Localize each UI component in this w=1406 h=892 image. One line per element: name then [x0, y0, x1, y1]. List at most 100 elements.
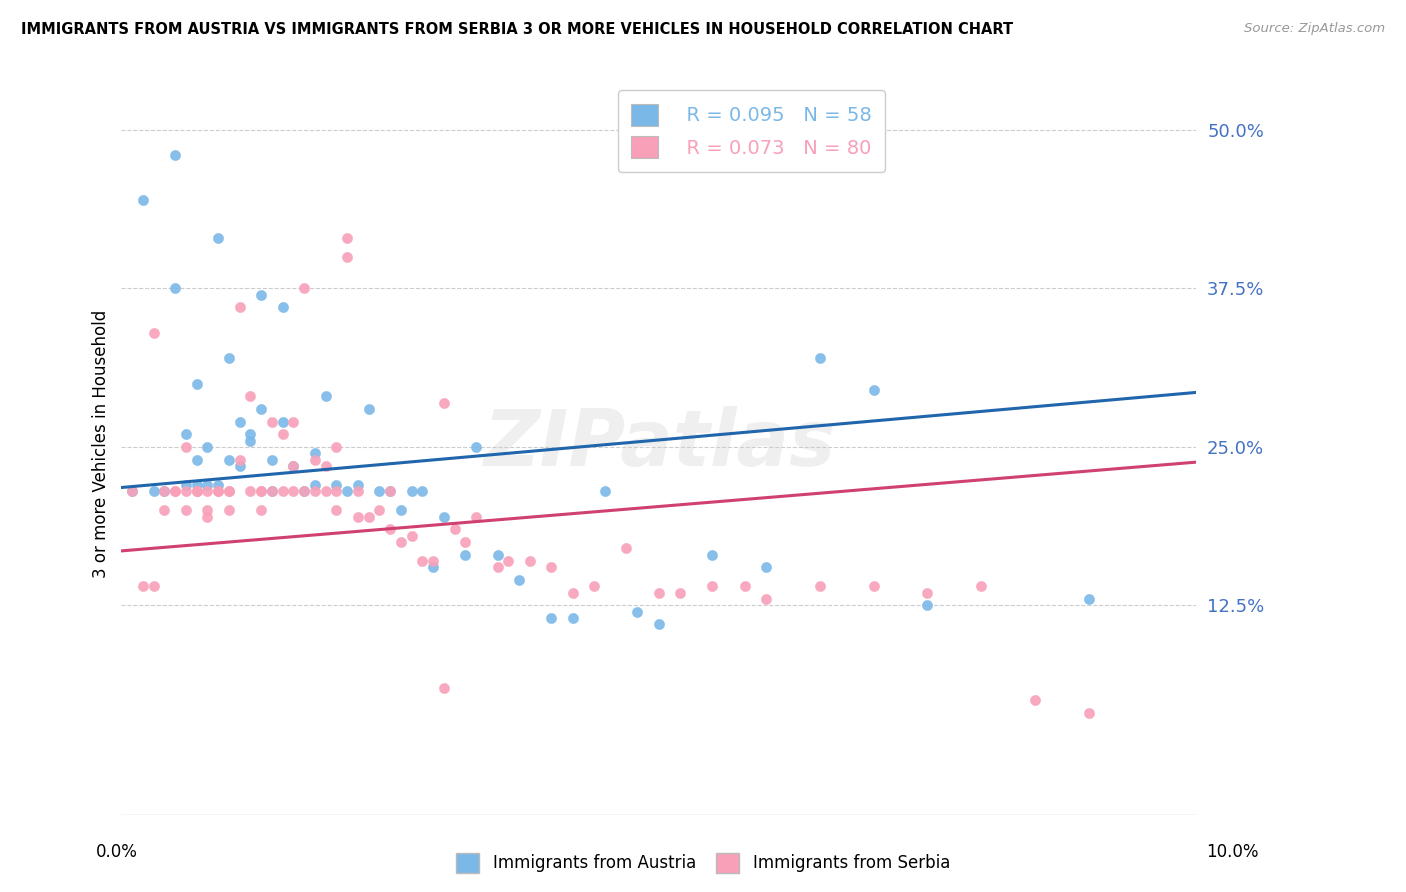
Point: [315, 484, 337, 499]
Point: [292, 484, 315, 499]
Point: [218, 484, 240, 499]
Point: [186, 484, 208, 499]
Point: [292, 281, 315, 295]
Point: [315, 389, 337, 403]
Point: [1024, 693, 1046, 707]
Point: [702, 548, 724, 562]
Point: [132, 193, 155, 207]
Point: [336, 484, 359, 499]
Point: [917, 599, 939, 613]
Point: [378, 484, 401, 499]
Point: [186, 484, 208, 499]
Point: [250, 484, 273, 499]
Point: [228, 301, 250, 315]
Point: [486, 560, 509, 574]
Point: [197, 503, 219, 517]
Point: [228, 452, 250, 467]
Point: [443, 522, 465, 536]
Point: [862, 579, 884, 593]
Point: [174, 478, 197, 492]
Point: [755, 592, 778, 607]
Point: [347, 484, 370, 499]
Point: [378, 522, 401, 536]
Point: [540, 560, 562, 574]
Point: [433, 395, 456, 409]
Point: [433, 681, 456, 695]
Point: [325, 440, 347, 454]
Point: [165, 484, 187, 499]
Point: [465, 440, 488, 454]
Point: [498, 554, 520, 568]
Point: [218, 351, 240, 366]
Point: [186, 452, 208, 467]
Point: [207, 484, 229, 499]
Point: [197, 509, 219, 524]
Point: [378, 484, 401, 499]
Point: [271, 415, 294, 429]
Point: [153, 484, 176, 499]
Point: [304, 478, 326, 492]
Point: [325, 503, 347, 517]
Point: [540, 611, 562, 625]
Point: [304, 446, 326, 460]
Point: [702, 579, 724, 593]
Point: [132, 579, 155, 593]
Point: [271, 484, 294, 499]
Point: [304, 484, 326, 499]
Point: [583, 579, 606, 593]
Point: [250, 288, 273, 302]
Point: [142, 326, 165, 340]
Point: [647, 585, 669, 599]
Point: [519, 554, 541, 568]
Point: [647, 617, 669, 632]
Point: [561, 585, 583, 599]
Point: [422, 554, 444, 568]
Point: [465, 509, 488, 524]
Point: [174, 440, 197, 454]
Point: [325, 478, 347, 492]
Point: [153, 503, 176, 517]
Point: [433, 509, 456, 524]
Point: [422, 560, 444, 574]
Point: [411, 554, 433, 568]
Point: [260, 484, 283, 499]
Point: [165, 281, 187, 295]
Point: [260, 415, 283, 429]
Point: [755, 560, 778, 574]
Point: [593, 484, 616, 499]
Point: [197, 440, 219, 454]
Point: [368, 503, 391, 517]
Point: [207, 484, 229, 499]
Y-axis label: 3 or more Vehicles in Household: 3 or more Vehicles in Household: [93, 310, 110, 578]
Point: [239, 389, 262, 403]
Point: [486, 548, 509, 562]
Point: [917, 585, 939, 599]
Point: [347, 478, 370, 492]
Point: [283, 484, 305, 499]
Point: [862, 383, 884, 397]
Point: [239, 484, 262, 499]
Point: [336, 231, 359, 245]
Point: [734, 579, 756, 593]
Point: [218, 484, 240, 499]
Point: [153, 484, 176, 499]
Point: [292, 484, 315, 499]
Point: [561, 611, 583, 625]
Text: 0.0%: 0.0%: [96, 843, 138, 861]
Point: [1077, 592, 1099, 607]
Point: [454, 535, 477, 549]
Point: [669, 585, 692, 599]
Point: [283, 415, 305, 429]
Point: [239, 427, 262, 442]
Text: ZIPatlas: ZIPatlas: [482, 406, 835, 482]
Point: [970, 579, 993, 593]
Point: [250, 503, 273, 517]
Point: [186, 376, 208, 391]
Point: [357, 401, 380, 416]
Point: [186, 484, 208, 499]
Point: [401, 529, 423, 543]
Point: [174, 427, 197, 442]
Text: 10.0%: 10.0%: [1206, 843, 1258, 861]
Point: [315, 458, 337, 473]
Point: [808, 579, 831, 593]
